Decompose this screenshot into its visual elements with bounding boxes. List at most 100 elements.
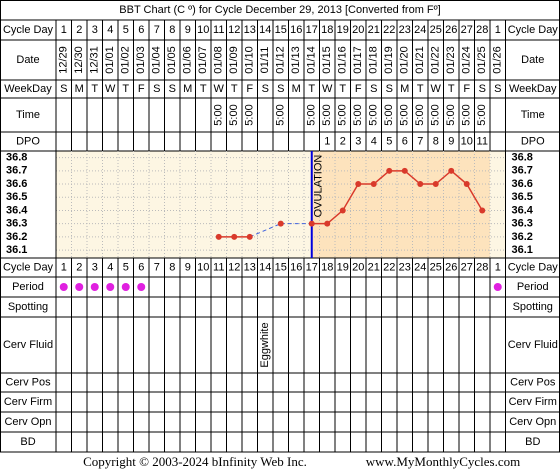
date: 01/19 xyxy=(383,46,395,74)
time: 5:00 xyxy=(352,104,364,125)
weekday: S xyxy=(370,83,377,95)
cycle-day: 10 xyxy=(197,261,209,273)
cycle-day: 27 xyxy=(461,261,473,273)
y-tick-label: 36.5 xyxy=(6,191,27,203)
row-label-right: Cerv Pos xyxy=(510,376,556,388)
cycle-day: 2 xyxy=(76,24,82,36)
cycle-day: 16 xyxy=(290,261,302,273)
weekday: W xyxy=(214,83,225,95)
date: 01/25 xyxy=(476,46,488,74)
period-dot xyxy=(90,283,99,291)
date: 01/08 xyxy=(213,46,225,74)
period-dot xyxy=(59,283,68,291)
last-col-shade xyxy=(490,151,506,258)
y-tick-label-right: 36.6 xyxy=(512,178,533,190)
time: 5:00 xyxy=(461,104,473,125)
y-tick-label: 36.2 xyxy=(6,231,27,243)
temp-point xyxy=(215,233,222,240)
y-tick-label-right: 36.2 xyxy=(512,231,533,243)
weekday: F xyxy=(138,83,145,95)
date: 01/16 xyxy=(337,46,349,74)
cycle-day: 17 xyxy=(306,261,318,273)
row-label-right: WeekDay xyxy=(509,83,557,95)
cycle-day: 20 xyxy=(352,261,364,273)
temp-point xyxy=(231,233,238,240)
cycle-day: 18 xyxy=(321,261,333,273)
date: 01/17 xyxy=(352,46,364,74)
cycle-day: 22 xyxy=(383,24,395,36)
row-label: WeekDay xyxy=(4,83,52,95)
temp-point xyxy=(417,181,424,188)
row-label: Cycle Day xyxy=(3,261,54,273)
date: 01/18 xyxy=(368,46,380,74)
cycle-day: 19 xyxy=(337,261,349,273)
cycle-day: 19 xyxy=(337,24,349,36)
cycle-day: 23 xyxy=(399,24,411,36)
row-label-right: Spotting xyxy=(513,301,553,313)
cycle-day: 12 xyxy=(228,261,240,273)
date: 01/12 xyxy=(275,46,287,74)
weekday: S xyxy=(277,83,284,95)
date: 01/14 xyxy=(306,46,318,74)
cycle-day: 14 xyxy=(259,261,271,273)
date: 01/24 xyxy=(461,46,473,74)
cycle-day: 4 xyxy=(107,261,113,273)
cycle-day: 3 xyxy=(92,261,98,273)
cycle-day: 20 xyxy=(352,24,364,36)
site: www.MyMonthlyCycles.com xyxy=(366,454,520,469)
cycle-day: 13 xyxy=(244,24,256,36)
time: 5:00 xyxy=(383,104,395,125)
date: 12/31 xyxy=(89,46,101,74)
cycle-day: 16 xyxy=(290,24,302,36)
dpo: 6 xyxy=(402,135,408,147)
row-label-right: Cycle Day xyxy=(508,24,559,36)
y-tick-label: 36.7 xyxy=(6,165,27,177)
temp-point xyxy=(401,167,408,174)
date: 01/05 xyxy=(166,46,178,74)
cycle-day: 25 xyxy=(430,261,442,273)
cycle-day: 24 xyxy=(414,24,426,36)
cycle-day: 1 xyxy=(495,24,501,36)
cycle-day: 17 xyxy=(306,24,318,36)
weekday: T xyxy=(200,83,207,95)
cycle-day: 8 xyxy=(169,261,175,273)
y-tick-label-right: 36.3 xyxy=(512,218,533,230)
temp-point xyxy=(463,181,470,188)
weekday: S xyxy=(153,83,160,95)
date: 01/22 xyxy=(430,46,442,74)
weekday: F xyxy=(246,83,253,95)
date: 01/15 xyxy=(321,46,333,74)
date: 01/09 xyxy=(228,46,240,74)
date: 01/23 xyxy=(445,46,457,74)
gap-bridge xyxy=(249,223,281,238)
row-label-right: Cycle Day xyxy=(508,261,559,273)
weekday: S xyxy=(60,83,67,95)
date: 12/30 xyxy=(73,46,85,74)
pre-ovulation-shade xyxy=(56,151,312,258)
row-label: Cerv Fluid xyxy=(3,339,53,351)
cycle-day: 9 xyxy=(185,261,191,273)
y-tick-label-right: 36.1 xyxy=(512,244,533,256)
time: 5:00 xyxy=(306,104,318,125)
weekday: S xyxy=(386,83,393,95)
cycle-day: 8 xyxy=(169,24,175,36)
weekday: M xyxy=(292,83,301,95)
period-dot xyxy=(121,283,130,291)
cycle-day: 4 xyxy=(107,24,113,36)
cycle-day: 26 xyxy=(445,261,457,273)
time: 5:00 xyxy=(445,104,457,125)
temp-point xyxy=(339,207,346,214)
weekday: T xyxy=(122,83,129,95)
weekday: F xyxy=(463,83,470,95)
cycle-day: 25 xyxy=(430,24,442,36)
date: 12/29 xyxy=(58,46,70,74)
y-tick-label: 36.6 xyxy=(6,178,27,190)
time: 5:00 xyxy=(275,104,287,125)
row-label: DPO xyxy=(16,135,40,147)
dpo: 9 xyxy=(448,135,454,147)
weekday: T xyxy=(231,83,238,95)
weekday: W xyxy=(322,83,333,95)
cycle-day: 12 xyxy=(228,24,240,36)
cycle-day: 14 xyxy=(259,24,271,36)
period-dot xyxy=(106,283,115,291)
